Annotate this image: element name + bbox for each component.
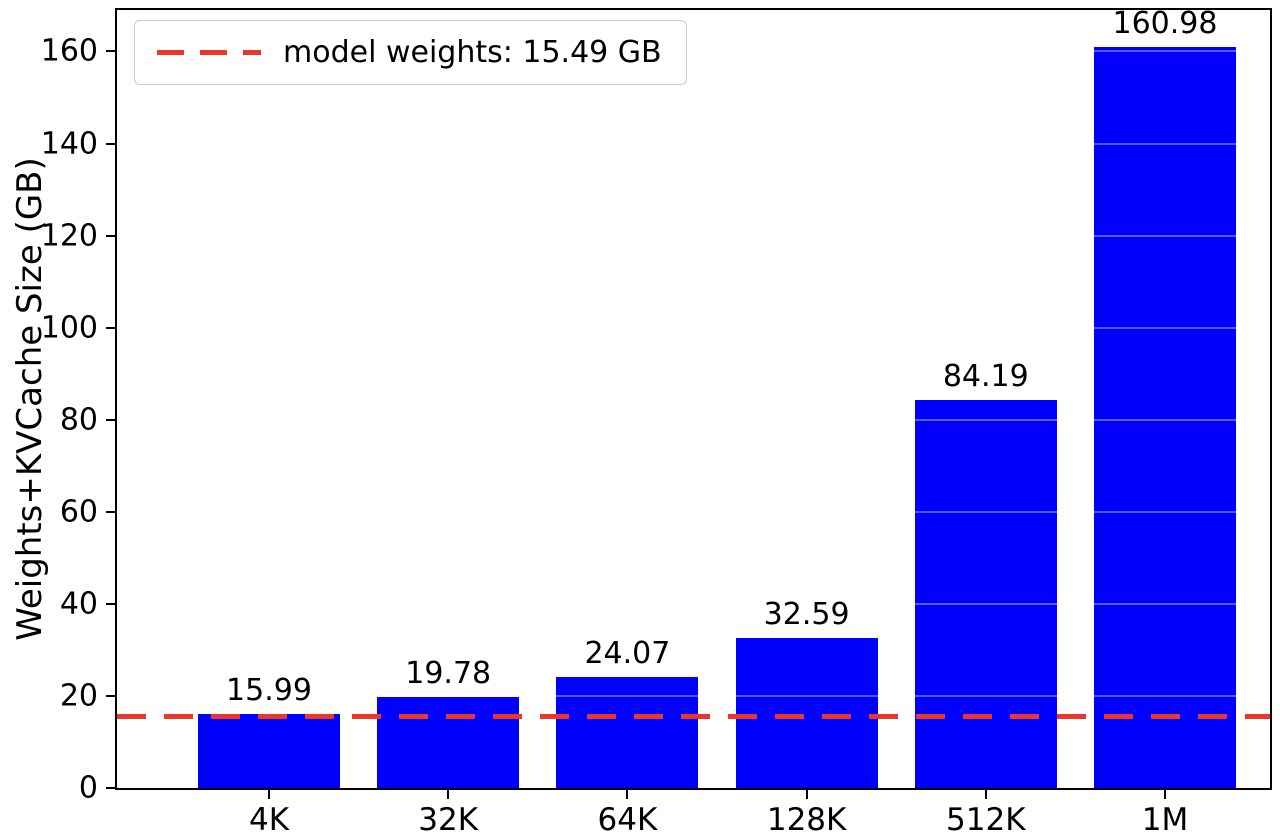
legend: model weights: 15.49 GB (134, 20, 687, 85)
x-tick-mark (805, 790, 808, 799)
y-tick-label: 20 (59, 678, 98, 714)
x-tick-label: 1M (1141, 802, 1189, 836)
bar-32K (377, 696, 520, 788)
x-tick-label: 64K (597, 802, 658, 836)
y-tick-mark (106, 418, 115, 421)
legend-label: model weights: 15.49 GB (283, 35, 662, 70)
bar-512K (914, 400, 1057, 788)
y-tick-mark (106, 602, 115, 605)
y-tick-label: 60 (59, 494, 98, 530)
y-tick-mark (106, 142, 115, 145)
x-tick-label: 32K (418, 802, 479, 836)
y-tick-label: 100 (40, 310, 98, 346)
y-tick-mark (106, 326, 115, 329)
y-tick-label: 0 (78, 770, 98, 806)
bar-128K (735, 637, 878, 788)
x-tick-label: 4K (248, 802, 290, 836)
y-tick-label: 160 (40, 33, 98, 69)
y-tick-label: 80 (59, 402, 98, 438)
y-tick-label: 140 (40, 126, 98, 161)
y-tick-mark (106, 787, 115, 789)
x-tick-label: 512K (946, 802, 1026, 836)
y-tick-mark (106, 510, 115, 513)
bar-64K (556, 677, 699, 788)
x-tick-mark (1164, 790, 1166, 799)
y-tick-mark (106, 694, 115, 697)
bar-value-label: 19.78 (405, 655, 492, 691)
bar-value-label: 84.19 (942, 359, 1029, 395)
model-weights-reference-line (117, 714, 1270, 720)
y-tick-label: 120 (40, 218, 98, 254)
bar-value-label: 32.59 (763, 596, 850, 632)
x-tick-mark (626, 790, 629, 799)
plot-area: model weights: 15.49 GB 15.99 19.78 24.07 3… (115, 5, 1272, 790)
bar-value-label: 160.98 (1112, 5, 1218, 41)
y-tick-label: 40 (59, 586, 98, 622)
bar-1M (1094, 46, 1236, 788)
y-tick-mark (106, 234, 115, 237)
x-tick-mark (984, 790, 987, 799)
bar-value-label: 15.99 (226, 673, 312, 709)
x-tick-mark (268, 790, 270, 799)
x-tick-mark (447, 790, 450, 799)
legend-dashed-line-sample (157, 50, 261, 55)
x-tick-label: 128K (766, 802, 847, 836)
bar-4K (198, 714, 340, 788)
bar-value-label: 24.07 (584, 636, 671, 672)
y-tick-mark (106, 50, 115, 53)
